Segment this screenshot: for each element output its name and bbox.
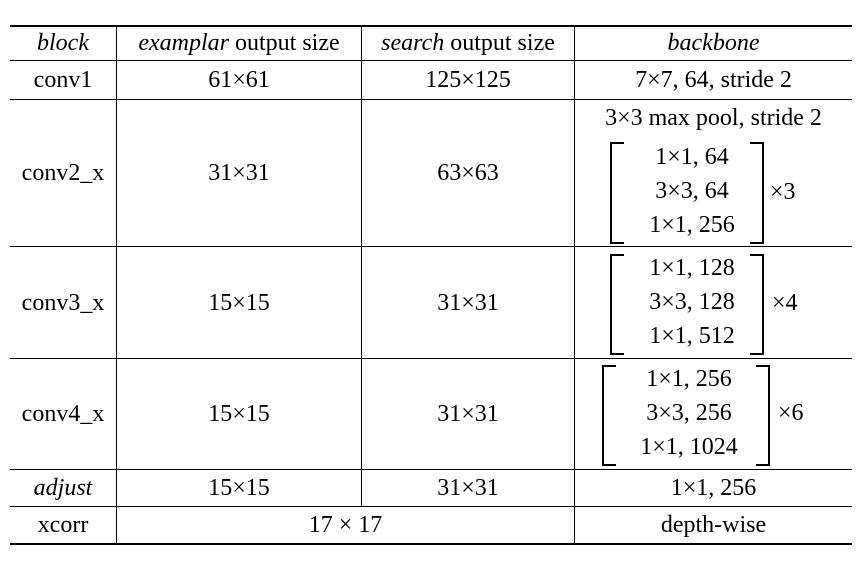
header-search-rest: output size: [444, 30, 555, 56]
conv2-layer: 3×3, 64: [655, 178, 729, 204]
conv1-block: conv1: [33, 67, 93, 93]
header-search-italic: search: [381, 30, 445, 56]
header-exemplar-rest: output size: [229, 30, 340, 56]
conv2-layer: 1×1, 256: [649, 212, 735, 238]
adjust-exemplar: 15×15: [208, 475, 270, 501]
header-exemplar-italic: examplar: [138, 30, 229, 56]
conv3-bracket-left: [610, 254, 624, 355]
adjust-backbone: 1×1, 256: [670, 475, 757, 501]
conv3-repeat: ×4: [772, 290, 798, 316]
adjust-search: 31×31: [437, 475, 499, 501]
conv4-search: 31×31: [437, 401, 499, 427]
conv1-search: 125×125: [425, 67, 511, 93]
conv3-bracket-right: [750, 254, 764, 355]
conv3-layer: 1×1, 512: [649, 323, 735, 349]
conv2-bracket-left: [610, 142, 624, 244]
col-rule-2: [361, 25, 362, 507]
rule-adjust: [10, 506, 852, 507]
conv1-exemplar: 61×61: [208, 67, 270, 93]
conv4-layer: 1×1, 256: [646, 366, 732, 392]
conv1-backbone: 7×7, 64, stride 2: [635, 67, 792, 93]
rule-header: [10, 60, 852, 61]
rule-conv1: [10, 99, 852, 100]
conv4-repeat: ×6: [778, 400, 804, 426]
conv4-layer: 1×1, 1024: [640, 434, 738, 460]
xcorr-output-size: 17 × 17: [308, 512, 383, 538]
conv3-block: conv3_x: [21, 289, 105, 316]
conv3-layer: 1×1, 128: [649, 255, 735, 281]
rule-top: [10, 25, 852, 27]
rule-bottom: [10, 543, 852, 545]
col-rule-3: [574, 25, 575, 545]
rule-conv4: [10, 469, 852, 470]
xcorr-backbone: depth-wise: [660, 512, 767, 538]
header-block: block: [37, 30, 89, 56]
conv3-exemplar: 15×15: [208, 289, 270, 316]
rule-conv2: [10, 246, 852, 247]
conv3-layers: 1×1, 128 3×3, 128 1×1, 512: [624, 251, 760, 353]
conv2-bracket-right: [750, 142, 764, 244]
conv3-layer: 3×3, 128: [649, 289, 735, 315]
conv2-block: conv2_x: [21, 160, 105, 186]
col-rule-1: [116, 25, 117, 545]
header-exemplar-output-size: examplar output size: [117, 26, 361, 60]
conv2-search: 63×63: [437, 160, 499, 186]
header-backbone: backbone: [667, 30, 760, 56]
conv4-layer: 3×3, 256: [646, 400, 732, 426]
conv2-repeat: ×3: [770, 179, 796, 205]
conv4-bracket-left: [602, 365, 616, 466]
conv4-block: conv4_x: [21, 401, 105, 427]
header-search-output-size: search output size: [362, 26, 574, 60]
adjust-block: adjust: [33, 475, 93, 501]
conv4-bracket-right: [756, 365, 770, 466]
conv4-exemplar: 15×15: [208, 401, 270, 427]
conv2-pool: 3×3 max pool, stride 2: [605, 105, 822, 131]
conv4-layers: 1×1, 256 3×3, 256 1×1, 1024: [616, 362, 762, 464]
conv3-search: 31×31: [437, 289, 499, 316]
xcorr-block: xcorr: [37, 512, 89, 538]
conv2-exemplar: 31×31: [208, 160, 270, 186]
conv2-layer: 1×1, 64: [655, 144, 729, 170]
rule-conv3: [10, 358, 852, 359]
conv2-layers: 1×1, 64 3×3, 64 1×1, 256: [624, 140, 760, 242]
